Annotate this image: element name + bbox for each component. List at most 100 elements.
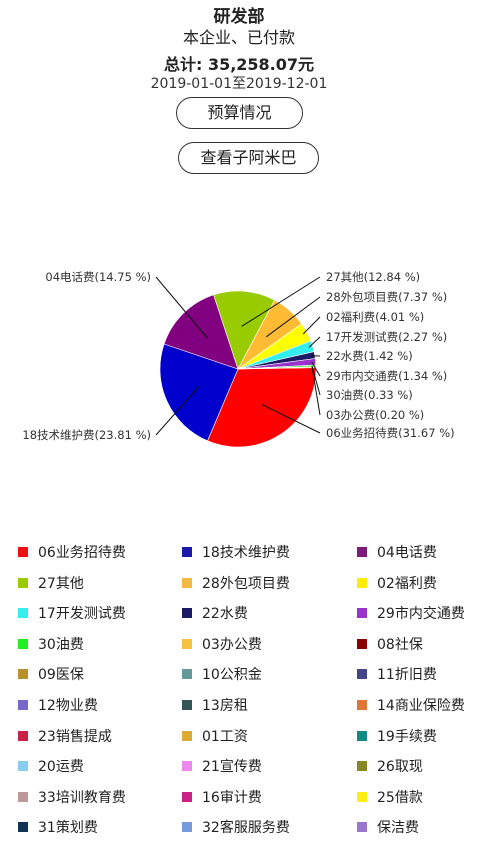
legend-swatch [182,700,192,710]
legend-item[interactable]: 11折旧费 [357,664,437,684]
legend-label: 01工资 [202,728,248,745]
legend-item[interactable]: 17开发测试费 [18,603,126,623]
legend-label: 27其他 [38,575,84,592]
legend-item[interactable]: 09医保 [18,664,84,684]
legend-swatch [357,730,367,741]
label-leader-line [155,276,209,339]
slice-label: 27其他(12.84 %) [326,270,420,284]
legend-item[interactable]: 27其他 [18,573,84,593]
slice-label: 28外包项目费(7.37 %) [326,290,447,304]
legend-swatch [357,761,367,772]
legend-item[interactable]: 10公积金 [182,664,262,684]
legend-item[interactable]: 03办公费 [182,634,262,654]
legend-item[interactable]: 06业务招待费 [18,542,126,562]
legend-label: 13房租 [202,698,248,714]
label-leader-line [302,316,321,335]
legend-swatch [357,700,367,710]
legend-swatch [18,638,28,649]
pie-slice[interactable] [159,343,239,442]
legend-label: 16审计费 [202,789,262,806]
legend-swatch [18,547,28,557]
slice-label: 29市内交通费(1.34 %) [326,369,447,383]
legend-item[interactable]: 33培训教育费 [18,787,126,807]
legend-swatch [182,547,192,557]
legend-item[interactable]: 16审计费 [182,787,262,807]
label-leader-line [308,336,321,348]
legend-item[interactable]: 02福利费 [357,573,437,593]
legend-swatch [357,822,367,833]
legend-item[interactable]: 22水费 [182,603,248,623]
legend-item[interactable]: 25借款 [357,787,423,807]
legend-label: 19手续费 [377,728,437,745]
legend-label: 02福利费 [377,575,437,592]
slice-label: 18技术维护费(23.81 %) [22,428,151,442]
legend-swatch [18,730,28,741]
legend-label: 23销售提成 [38,728,112,745]
legend-item[interactable]: 08社保 [357,634,423,654]
legend-item[interactable]: 26取现 [357,756,423,776]
slice-label: 04电话费(14.75 %) [45,270,151,284]
legend-swatch [182,669,192,680]
legend-swatch [18,791,28,802]
legend-swatch [18,577,28,588]
legend-swatch [18,608,28,619]
legend-item[interactable]: 04电话费 [357,542,437,562]
legend-item[interactable]: 32客服服务费 [182,817,290,837]
legend-swatch [182,761,192,772]
total-amount: 总计: 35,258.07元 [163,55,315,74]
legend-item[interactable]: 保洁费 [357,817,419,837]
legend-label: 32客服服务费 [202,820,290,837]
legend-swatch [18,761,28,772]
label-leader-line [266,296,321,338]
legend-item[interactable]: 29市内交通费 [357,603,465,623]
legend-label: 14商业保险费 [377,698,465,714]
slice-label: 30油费(0.33 %) [326,388,413,402]
slice-label: 22水费(1.42 %) [326,349,413,363]
legend-label: 10公积金 [202,667,262,684]
legend-label: 26取现 [377,759,423,776]
budget-button[interactable]: 预算情况 [176,97,303,129]
legend-label: 03办公费 [202,636,262,653]
legend-swatch [18,822,28,833]
legend-item[interactable]: 30油费 [18,634,84,654]
legend-item[interactable]: 31策划费 [18,817,98,837]
legend-label: 18技术维护费 [202,545,290,561]
legend-swatch [182,638,192,649]
slice-label: 06业务招待费(31.67 %) [326,426,455,440]
label-leader-line [311,365,321,396]
label-leader-line [311,367,321,416]
legend-swatch [18,669,28,680]
legend-label: 17开发测试费 [38,606,126,623]
slice-label: 03办公费(0.20 %) [326,408,424,422]
legend-item[interactable]: 18技术维护费 [182,542,290,562]
legend-item[interactable]: 19手续费 [357,726,437,746]
legend-label: 29市内交通费 [377,606,465,623]
legend-label: 06业务招待费 [38,545,126,561]
slice-label: 17开发测试费(2.27 %) [326,330,447,344]
legend-label: 25借款 [377,789,423,806]
legend-label: 22水费 [202,606,248,623]
legend-label: 30油费 [38,636,84,653]
label-leader-line [261,404,321,434]
legend-item[interactable]: 23销售提成 [18,726,112,746]
legend-label: 11折旧费 [377,667,437,684]
legend-item[interactable]: 28外包项目费 [182,573,290,593]
legend-swatch [357,547,367,557]
legend-item[interactable]: 13房租 [182,695,248,715]
legend-item[interactable]: 21宣传费 [182,756,262,776]
legend-swatch [182,822,192,833]
pie-slice[interactable] [213,290,276,370]
pie-slice[interactable] [237,366,317,370]
legend-item[interactable]: 14商业保险费 [357,695,465,715]
view-sub-amoeba-button[interactable]: 查看子阿米巴 [178,142,319,174]
legend-swatch [357,669,367,680]
legend-item[interactable]: 01工资 [182,726,248,746]
legend-swatch [357,638,367,649]
legend-swatch [182,791,192,802]
scope-subtitle: 本企业、已付款 [182,28,295,47]
label-leader-line [311,361,321,377]
legend-item[interactable]: 20运费 [18,756,84,776]
legend-swatch [182,577,192,588]
legend-item[interactable]: 12物业费 [18,695,98,715]
legend-swatch [18,700,28,710]
